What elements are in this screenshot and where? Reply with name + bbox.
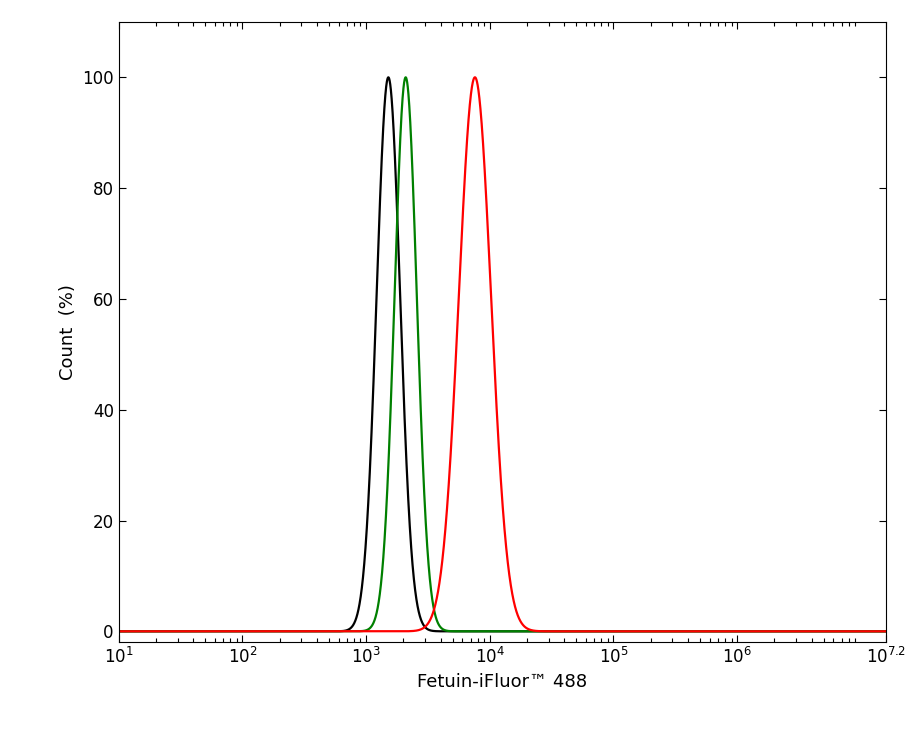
X-axis label: Fetuin-iFluor™ 488: Fetuin-iFluor™ 488	[417, 673, 587, 691]
Y-axis label: Count  (%): Count (%)	[58, 284, 77, 380]
